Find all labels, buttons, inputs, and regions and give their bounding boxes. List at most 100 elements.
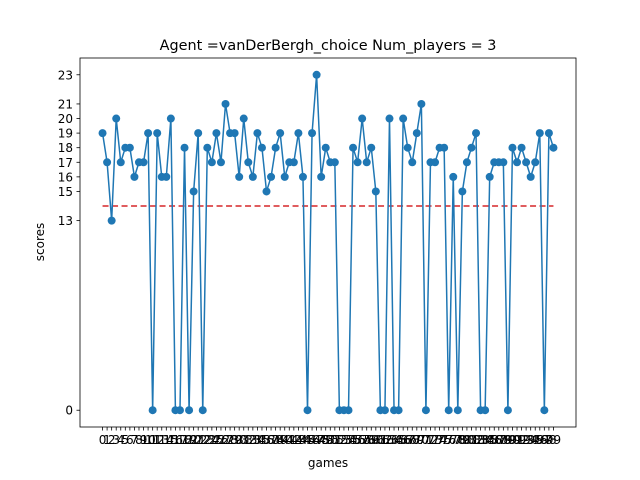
data-point [362,158,371,167]
data-point [449,172,458,181]
x-tick-label: 16 [168,433,183,447]
data-point [194,129,203,138]
x-tick-label: 56 [350,433,365,447]
data-point [394,406,403,415]
x-tick-label: 72 [423,433,438,447]
x-tick-label: 1 [103,433,111,447]
x-tick-label: 53 [336,433,351,447]
x-tick-label: 68 [405,433,420,447]
x-tick-label: 19 [181,433,196,447]
data-point [207,158,216,167]
x-tick-label: 64 [386,433,401,447]
x-tick-label: 57 [355,433,370,447]
data-point [280,172,289,181]
x-tick-label: 47 [309,433,324,447]
data-point [385,114,394,123]
data-point [276,129,285,138]
x-tick-label: 85 [482,433,497,447]
data-point [239,114,248,123]
data-point [317,172,326,181]
x-tick-label: 51 [327,433,342,447]
x-tick-label: 92 [514,433,529,447]
x-tick-label: 75 [437,433,452,447]
series-markers [98,70,558,415]
x-tick-label: 32 [241,433,256,447]
x-tick-label: 83 [473,433,488,447]
x-tick-label: 22 [195,433,210,447]
x-tick-label: 14 [159,433,174,447]
data-point [472,129,481,138]
y-tick-label: 13 [58,214,73,228]
data-point [248,172,257,181]
data-point [312,70,321,79]
x-tick-label: 73 [427,433,442,447]
data-point [216,158,225,167]
x-tick-label: 5 [121,433,129,447]
x-tick-label: 38 [268,433,283,447]
data-point [367,143,376,152]
y-tick-label: 21 [58,97,73,111]
x-tick-label: 81 [464,433,479,447]
x-tick-label: 79 [455,433,470,447]
x-tick-label: 55 [345,433,360,447]
data-point [412,129,421,138]
x-tick-label: 65 [391,433,406,447]
data-point [458,187,467,196]
y-tick-label: 18 [58,141,73,155]
data-point [417,99,426,108]
x-tick-label: 66 [396,433,411,447]
data-point [198,406,207,415]
data-point [262,187,271,196]
x-tick-label: 33 [245,433,260,447]
x-tick-label: 27 [218,433,233,447]
plot-frame [79,57,577,428]
x-tick-label: 10 [140,433,155,447]
data-point [98,129,107,138]
data-point [531,158,540,167]
y-tick-label: 16 [58,170,73,184]
x-tick-label: 59 [364,433,379,447]
data-point [517,143,526,152]
y-axis-label: scores [33,223,47,262]
x-tick-label: 25 [209,433,224,447]
data-point [294,129,303,138]
data-point [513,158,522,167]
data-point [189,187,198,196]
x-tick-label: 58 [359,433,374,447]
y-tick-label: 23 [58,68,73,82]
data-point [153,129,162,138]
x-tick-label: 46 [304,433,319,447]
x-tick-label: 43 [291,433,306,447]
y-tick-label: 19 [58,127,73,141]
x-tick-label: 69 [409,433,424,447]
data-point [175,406,184,415]
x-tick-label: 31 [236,433,251,447]
data-point [549,143,558,152]
x-tick-label: 23 [200,433,215,447]
x-tick-label: 17 [172,433,187,447]
data-point [358,114,367,123]
data-point [103,158,112,167]
data-point [485,172,494,181]
data-point [112,114,121,123]
x-tick-label: 62 [377,433,392,447]
x-axis-label: games [308,456,348,470]
data-point [349,143,358,152]
x-tick-label: 48 [314,433,329,447]
x-tick-label: 15 [163,433,178,447]
x-tick-label: 45 [300,433,315,447]
data-point [321,143,330,152]
x-tick-label: 94 [523,433,538,447]
data-point [353,158,362,167]
data-point [431,158,440,167]
x-tick-label: 80 [459,433,474,447]
data-point [130,172,139,181]
x-tick-label: 6 [126,433,134,447]
x-tick-label: 8 [135,433,143,447]
x-tick-label: 99 [546,433,561,447]
x-tick-label: 37 [263,433,278,447]
data-point [166,114,175,123]
data-point [116,158,125,167]
data-point [453,406,462,415]
